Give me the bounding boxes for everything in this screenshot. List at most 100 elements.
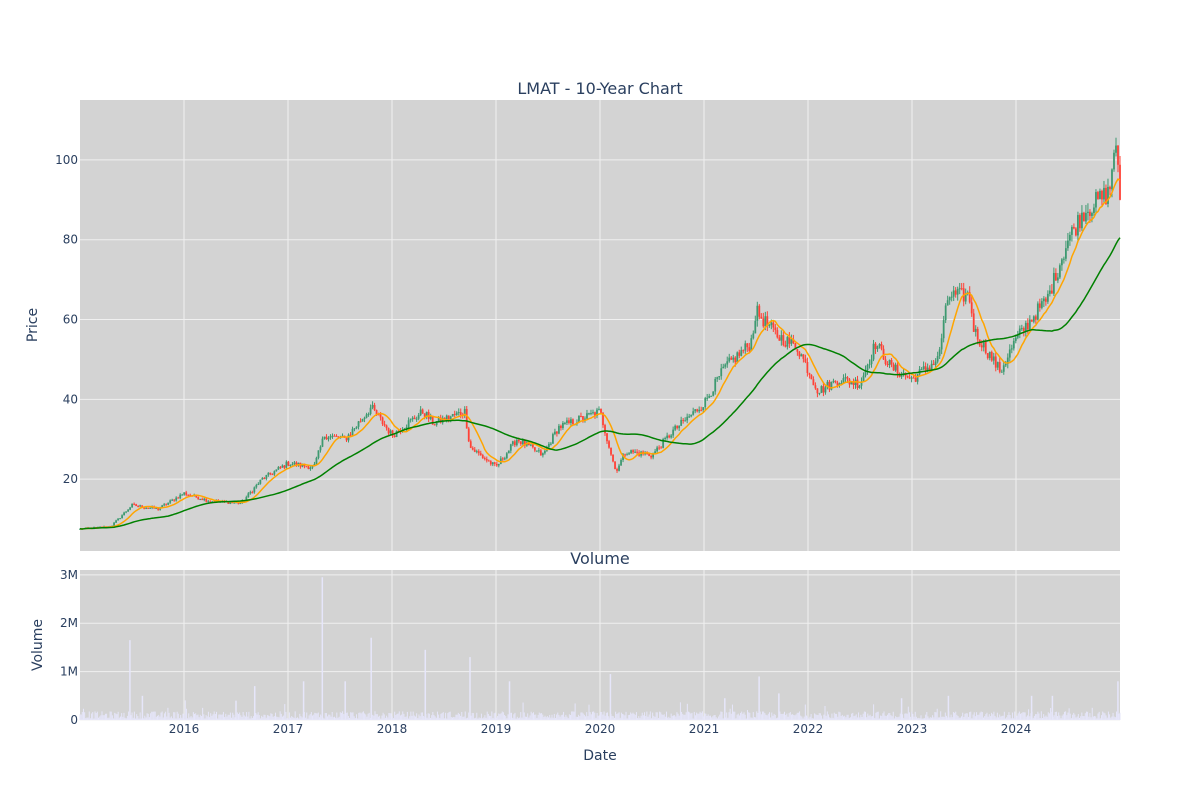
price-candle (481, 455, 484, 458)
price-candle (447, 415, 450, 420)
price-candle (475, 451, 478, 453)
price-candle (702, 407, 705, 410)
price-candle (291, 464, 294, 466)
price-candle (457, 412, 460, 414)
price-candle (648, 453, 650, 456)
price-candle (890, 359, 893, 365)
price-candle (870, 359, 873, 365)
price-candle (1010, 348, 1013, 350)
price-candle (423, 413, 426, 417)
price-candle (389, 430, 392, 434)
price-candle (199, 499, 202, 501)
price-candle (485, 458, 488, 461)
price-candle (872, 343, 875, 360)
volume-y-tick-label: 3M (60, 568, 78, 582)
price-candle (984, 341, 987, 354)
price-candle (752, 333, 755, 339)
price-candle (748, 347, 751, 351)
price-candle (766, 316, 769, 326)
price-candle (361, 418, 364, 422)
price-candle (459, 412, 462, 415)
price-candle (818, 392, 821, 394)
price-candle (385, 425, 388, 429)
price-candle (998, 362, 1001, 372)
price-candle (119, 518, 121, 520)
price-candle (828, 381, 831, 390)
price-candle (550, 443, 552, 445)
price-candle (429, 415, 432, 419)
price-candle (562, 422, 564, 428)
price-candle (636, 451, 638, 453)
price-candle (1093, 207, 1095, 214)
price-candle (275, 469, 278, 472)
price-grid (80, 100, 1120, 551)
price-candle (367, 413, 370, 415)
price-candle (678, 425, 681, 429)
price-candle (1075, 228, 1077, 236)
price-candle (860, 381, 863, 386)
price-candle (712, 391, 715, 396)
price-candle (800, 354, 803, 357)
price-candle (790, 339, 793, 344)
price-candle (746, 343, 749, 348)
price-candle (509, 444, 512, 451)
price-candle (1022, 328, 1025, 332)
price-candle (375, 410, 378, 415)
price-candle (149, 507, 152, 509)
price-candle (133, 503, 136, 505)
price-candle (644, 453, 646, 455)
price-candle (850, 381, 853, 385)
price-candle (137, 505, 140, 507)
price-candle (415, 418, 418, 420)
price-candle (940, 338, 943, 350)
price-candle (489, 461, 492, 465)
price-candle (233, 502, 236, 504)
price-candle (471, 447, 474, 450)
price-candle (365, 414, 368, 418)
price-candle (117, 518, 119, 521)
price-candle (858, 385, 861, 388)
price-candle (321, 438, 324, 447)
price-candle (630, 450, 632, 454)
price-candle (289, 465, 292, 467)
price-candle (1089, 211, 1091, 216)
price-candle (666, 435, 669, 438)
price-candle (624, 454, 626, 456)
price-candle (692, 411, 695, 415)
price-candle (247, 493, 250, 498)
price-candle (395, 430, 398, 437)
price-candle (177, 497, 180, 499)
price-candle (784, 345, 787, 347)
price-candle (201, 499, 204, 501)
price-candle (251, 492, 254, 494)
price-candle (207, 501, 210, 503)
price-candle (203, 498, 206, 501)
price-candle (988, 351, 991, 359)
price-candle (996, 362, 999, 368)
price-candle (880, 344, 883, 349)
price-candle (245, 497, 248, 501)
price-candle (912, 377, 915, 379)
volume-y-tick-label: 0 (70, 713, 78, 727)
price-candle (435, 421, 438, 425)
price-candle (535, 450, 538, 452)
price-candle (1079, 215, 1081, 229)
price-candle (948, 297, 951, 301)
price-candle (249, 492, 252, 494)
price-candle (884, 359, 887, 364)
price-candle (916, 374, 919, 382)
price-candle (876, 346, 879, 350)
price-candle (656, 447, 659, 452)
price-candle (351, 428, 354, 435)
price-candle (878, 344, 881, 347)
price-candle (796, 349, 799, 352)
price-candle (578, 415, 580, 423)
price-candle (942, 320, 945, 339)
price-candle (155, 508, 158, 510)
price-candle (1107, 186, 1109, 204)
price-candle (1054, 272, 1057, 281)
price-candle (792, 339, 795, 344)
price-candle (980, 345, 983, 348)
price-candle (974, 328, 977, 332)
x-tick-label: 2016 (169, 722, 200, 736)
